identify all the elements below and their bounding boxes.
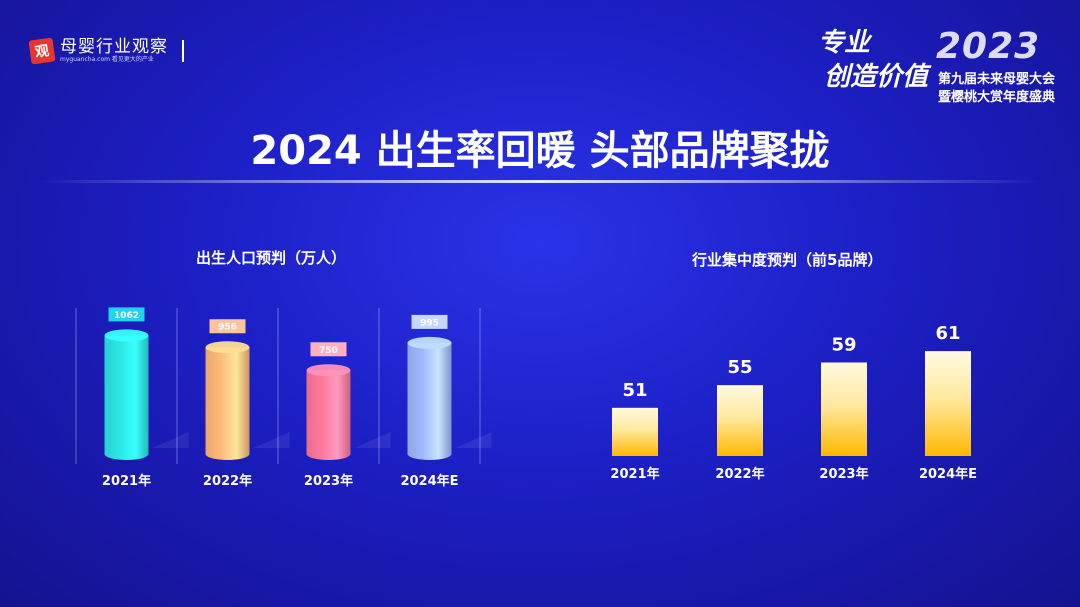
chart1-cylinder-top <box>104 329 149 342</box>
conference-slogan-2: 创造价值 <box>824 62 929 92</box>
chart1-shadow <box>354 432 391 448</box>
conference-line-1: 第九届未来母婴大会 <box>938 72 1056 87</box>
logo-divider <box>182 40 184 62</box>
logo-sub: myguancha.com 看见更大的产业 <box>60 56 154 63</box>
chart1-cylinder <box>407 342 452 461</box>
chart1-category-label: 2024年E <box>400 473 458 489</box>
chart2-bar <box>717 385 763 456</box>
chart2-value-label: 51 <box>622 380 647 401</box>
logo-name: 母婴行业观察 <box>60 37 168 57</box>
conference-line-2: 暨樱桃大赏年度盛典 <box>938 90 1056 105</box>
chart1-shadow <box>152 432 189 448</box>
chart1-value-badge <box>411 314 448 329</box>
chart2-value-label: 55 <box>727 357 752 378</box>
logo-text: 母婴行业观察 myguancha.com 看见更大的产业 <box>60 38 168 64</box>
chart2-value-label: 59 <box>831 334 856 355</box>
chart1-cylinder <box>104 335 149 461</box>
chart1-cylinder-top <box>205 341 250 354</box>
conference-slogan-1: 专业 <box>818 28 871 58</box>
chart1-cylinder <box>306 370 351 461</box>
chart2-category-label: 2022年 <box>715 466 764 482</box>
chart2-bar <box>925 351 971 456</box>
chart2-category-label: 2024年E <box>919 466 977 482</box>
chart1-value-label: 995 <box>420 318 439 328</box>
chart1-value-badge <box>310 342 347 357</box>
chart1-shadow <box>455 432 492 448</box>
conference-badge: 专业 2023 创造价值 第九届未来母婴大会 暨樱桃大赏年度盛典 <box>818 26 1068 105</box>
chart1-value-badge <box>209 319 246 334</box>
chart2-category-label: 2021年 <box>610 466 659 482</box>
chart2-title: 行业集中度预判（前5品牌） <box>692 251 883 269</box>
title-underline <box>40 180 1040 183</box>
chart2-bar <box>821 362 867 456</box>
chart1-cylinder-top <box>407 336 452 349</box>
chart1-shadow <box>253 432 290 448</box>
chart1-value-label: 956 <box>218 323 237 333</box>
chart1-category-label: 2021年 <box>102 473 151 489</box>
chart1-title: 出生人口预判（万人） <box>196 249 347 267</box>
chart2-value-label: 61 <box>935 323 960 344</box>
chart2-category-label: 2023年 <box>819 466 868 482</box>
chart1-value-label: 750 <box>319 346 338 356</box>
chart1-category-label: 2022年 <box>203 473 252 489</box>
chart1-value-badge <box>108 307 145 322</box>
conference-year: 2023 <box>936 26 1041 67</box>
logo: 观 母婴行业观察 myguancha.com 看见更大的产业 <box>28 37 184 65</box>
chart2-bar <box>612 407 658 456</box>
chart1-cylinder-top <box>306 364 351 377</box>
chart1-category-label: 2023年 <box>304 473 353 489</box>
chart1-value-label: 1062 <box>114 311 139 321</box>
chart1-cylinder <box>205 347 250 461</box>
page-title: 2024 出生率回暖 头部品牌聚拢 <box>250 128 830 174</box>
